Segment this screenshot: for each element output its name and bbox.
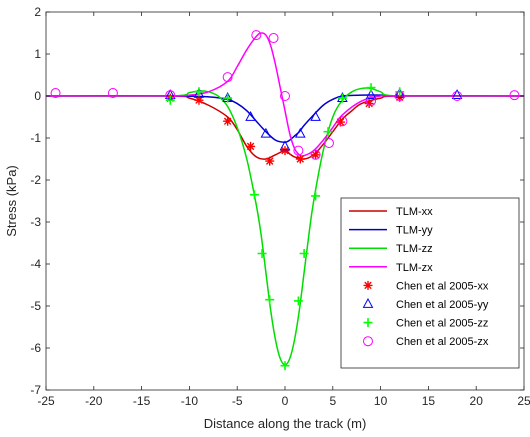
data-point-chen-et-al-2005-zz — [194, 87, 204, 97]
data-point-chen-et-al-2005-zx — [323, 138, 334, 149]
x-tick-label: 15 — [422, 394, 436, 408]
data-point-chen-et-al-2005-yy — [279, 140, 291, 151]
legend: TLM-xx TLM-yy TLM-zz TLM-zx Chen et al 2005-… — [340, 197, 520, 369]
y-tick-label: -1 — [30, 131, 41, 145]
legend-label-tlm-zx: TLM-zx — [396, 262, 433, 274]
series-markers — [50, 30, 520, 371]
x-tick-label: -25 — [37, 394, 55, 408]
legend-swatch-chen-et-al-2005-zx — [363, 336, 373, 347]
data-point-chen-et-al-2005-zz — [299, 249, 309, 258]
data-point-chen-et-al-2005-yy — [365, 89, 377, 100]
data-point-chen-et-al-2005-yy — [260, 127, 272, 138]
y-tick-label: 2 — [34, 5, 41, 19]
x-axis-label: Distance along the track (m) — [204, 416, 367, 431]
legend-label-tlm-zz: TLM-zz — [396, 243, 433, 255]
y-tick-label: -2 — [30, 173, 41, 187]
data-point-chen-et-al-2005-yy — [310, 110, 321, 121]
axis-ticks: -25 -20 -15 -10 -5 0 5 10 15 20 25-7-6-5-4-3-2-101… — [30, 5, 530, 408]
x-tick-label: 25 — [517, 394, 530, 408]
data-point-chen-et-al-2005-yy — [193, 87, 205, 98]
data-point-chen-et-al-2005-zz — [366, 83, 376, 93]
data-point-chen-et-al-2005-xx — [223, 116, 233, 126]
data-point-chen-et-al-2005-xx — [335, 117, 345, 127]
data-point-chen-et-al-2005-yy — [394, 87, 406, 98]
x-tick-label: -15 — [133, 394, 151, 408]
data-point-chen-et-al-2005-zx — [222, 72, 233, 83]
x-tick-label: 20 — [470, 394, 484, 408]
data-point-chen-et-al-2005-zz — [257, 249, 267, 258]
y-tick-label: -6 — [30, 341, 41, 355]
legend-label-chen-et-al-2005-yy: Chen et al 2005-yy — [396, 299, 489, 311]
series-line-tlm-xx — [46, 95, 524, 160]
y-tick-label: -4 — [30, 257, 41, 271]
data-point-chen-et-al-2005-yy — [294, 127, 306, 138]
legend-label-chen-et-al-2005-xx: Chen et al 2005-xx — [396, 280, 489, 292]
data-point-chen-et-al-2005-xx — [194, 95, 204, 105]
x-tick-label: 0 — [282, 394, 289, 408]
data-point-chen-et-al-2005-zz — [165, 95, 175, 105]
data-point-chen-et-al-2005-xx — [280, 146, 290, 156]
x-tick-label: -5 — [232, 394, 243, 408]
data-point-chen-et-al-2005-zx — [293, 145, 304, 156]
x-tick-label: 10 — [374, 394, 388, 408]
data-point-chen-et-al-2005-zz — [280, 361, 290, 371]
x-tick-label: -20 — [85, 394, 103, 408]
data-point-chen-et-al-2005-zx — [366, 96, 377, 107]
data-point-chen-et-al-2005-zx — [310, 149, 321, 160]
y-tick-label: -7 — [30, 383, 41, 397]
data-point-chen-et-al-2005-zx — [268, 33, 279, 44]
data-point-chen-et-al-2005-zx — [280, 91, 290, 101]
data-point-chen-et-al-2005-xx — [311, 150, 321, 160]
data-point-chen-et-al-2005-xx — [246, 141, 256, 151]
y-axis-label: Stress (kPa) — [4, 165, 19, 237]
legend-swatch-chen-et-al-2005-zz — [363, 318, 373, 328]
data-point-chen-et-al-2005-zz — [293, 296, 303, 306]
legend-swatch-chen-et-al-2005-yy — [362, 297, 374, 308]
data-point-chen-et-al-2005-zz — [337, 93, 347, 103]
data-point-chen-et-al-2005-zx — [107, 88, 118, 99]
data-point-chen-et-al-2005-zz — [311, 191, 321, 201]
data-point-chen-et-al-2005-zx — [394, 91, 405, 101]
data-point-chen-et-al-2005-xx — [364, 99, 374, 109]
data-point-chen-et-al-2005-zx — [337, 116, 348, 127]
data-point-chen-et-al-2005-zz — [265, 295, 275, 305]
data-point-chen-et-al-2005-yy — [245, 110, 256, 121]
data-point-chen-et-al-2005-xx — [265, 156, 275, 166]
y-tick-label: 0 — [34, 89, 41, 103]
y-tick-label: -5 — [30, 299, 41, 313]
data-point-chen-et-al-2005-zx — [452, 91, 463, 101]
legend-label-chen-et-al-2005-zx: Chen et al 2005-zx — [396, 336, 489, 348]
y-tick-label: -3 — [30, 215, 41, 229]
data-point-chen-et-al-2005-zz — [323, 127, 333, 137]
data-point-chen-et-al-2005-xx — [295, 154, 305, 164]
y-tick-label: 1 — [34, 47, 41, 61]
data-point-chen-et-al-2005-zx — [50, 88, 61, 99]
series-line-tlm-yy — [46, 94, 524, 143]
data-point-chen-et-al-2005-zx — [251, 30, 262, 41]
data-point-chen-et-al-2005-zx — [165, 90, 176, 101]
legend-label-chen-et-al-2005-zz: Chen et al 2005-zz — [396, 318, 488, 330]
legend-swatch-chen-et-al-2005-xx — [363, 280, 373, 290]
x-tick-label: -10 — [181, 394, 199, 408]
data-point-chen-et-al-2005-yy — [451, 89, 463, 100]
x-tick-label: 5 — [329, 394, 336, 408]
data-point-chen-et-al-2005-zz — [223, 93, 233, 103]
legend-label-tlm-yy: TLM-yy — [396, 225, 433, 237]
data-point-chen-et-al-2005-zx — [509, 90, 520, 101]
legend-label-tlm-xx: TLM-xx — [396, 206, 433, 218]
data-point-chen-et-al-2005-zz — [249, 190, 259, 200]
